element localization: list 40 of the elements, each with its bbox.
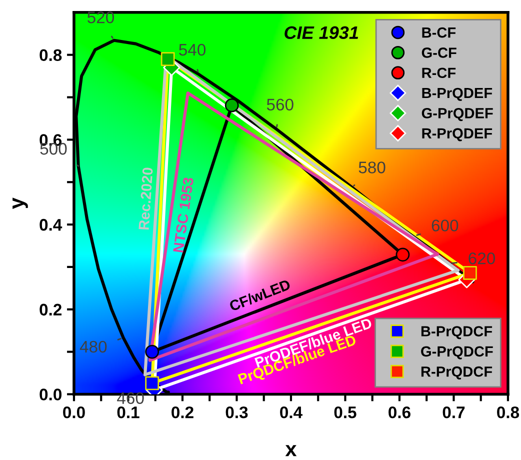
text: NTSC 1953 [172,177,194,253]
x-tick-label: 0.6 [388,406,410,418]
x-tick-label: 0.8 [497,406,520,418]
legend-label: G-CF [422,48,456,58]
point [145,344,160,359]
annotation: 560 [266,98,294,111]
annotation: 620 [468,252,496,264]
legend-label: B-CF [422,27,456,38]
x-tick-label: 0.3 [226,406,248,418]
x-tick-label: 0.1 [117,406,140,418]
point [463,266,477,280]
point [160,52,175,66]
annotation: 600 [432,220,458,232]
y-tick-label: 0.8 [40,49,62,62]
legend-label: G-PrQDCF [421,346,493,360]
legend-label: R-PrQDCF [421,366,492,380]
point [396,248,410,262]
annotation: 520 [88,11,114,24]
annotation: 580 [358,162,386,174]
legend-label: R-PrQDEF [422,128,492,142]
point [224,98,239,112]
x-tick-label: 0.7 [442,406,465,418]
legend-label: G-PrQDEF [422,108,493,122]
annotation: CIE 1931 [284,26,358,40]
annotation: 480 [80,340,107,353]
text: Rec.2020 [138,167,153,230]
x-tick-label: 0.4 [280,406,302,418]
legend-label: B-PrQDCF [421,326,492,340]
x-axis-title: x [285,445,297,456]
y-tick-label: 0.0 [40,388,62,400]
x-tick-label: 0.5 [334,406,356,418]
point [145,376,160,390]
legend-label: B-PrQDEF [422,88,492,101]
legend-label: R-CF [422,68,456,78]
annotation: 540 [179,44,206,56]
x-tick-label: 0.0 [63,406,85,418]
y-tick-label: 0.2 [40,304,62,316]
y-tick-label: 0.4 [40,218,62,231]
x-tick-label: 0.2 [172,406,194,418]
y-axis-title: y [12,198,28,209]
